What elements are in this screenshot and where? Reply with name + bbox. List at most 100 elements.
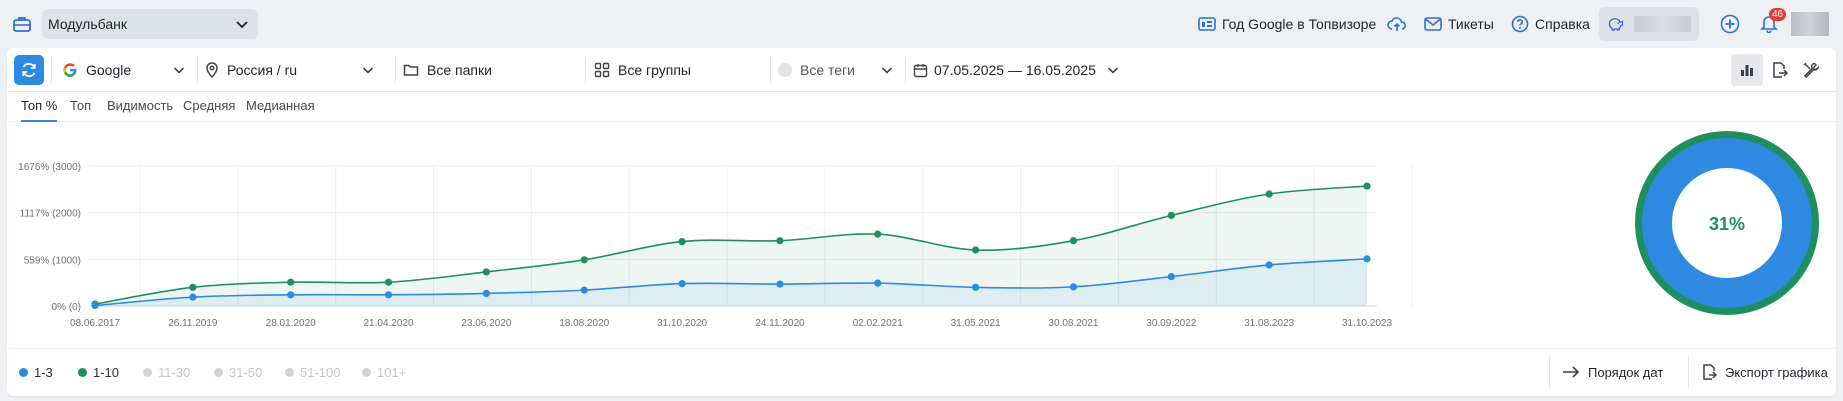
groups-select[interactable]: Все группы (594, 55, 764, 85)
file-export-icon (1703, 364, 1717, 380)
data-point-1-10 (1167, 211, 1175, 220)
x-tick-label: 31.08.2023 (1244, 318, 1294, 329)
x-tick-label: 18.08.2020 (559, 318, 609, 329)
chevron-down-icon (881, 67, 893, 74)
divider (197, 57, 198, 83)
x-tick-label: 24.11.2020 (755, 318, 805, 329)
tags-toggle[interactable] (778, 63, 792, 77)
tags-select[interactable]: Все теги (778, 55, 900, 85)
data-point-1-10 (287, 278, 295, 286)
filter-bar: Google Россия / ru Все папки Все группы … (7, 48, 1836, 92)
divider (905, 57, 906, 83)
notifications-badge: 46 (1769, 8, 1787, 21)
legend-label: 31-50 (229, 365, 263, 380)
legend-dot (285, 368, 294, 377)
x-tick-label: 30.08.2021 (1048, 318, 1098, 329)
x-tick-label: 31.10.2023 (1342, 318, 1392, 329)
tab-top[interactable]: Топ (70, 98, 92, 113)
export-chart-button[interactable]: Экспорт графика (1688, 355, 1828, 389)
search-engine-select[interactable]: Google (62, 55, 192, 85)
data-point-1-10 (874, 230, 882, 238)
google-icon (63, 63, 77, 77)
date-range-label: 07.05.2025 — 16.05.2025 (934, 62, 1096, 78)
legend-item-11-30[interactable]: 11-30 (143, 365, 190, 380)
data-point-1-10 (482, 268, 490, 276)
x-tick-label: 26.11.2019 (168, 318, 218, 329)
data-point-1-3 (874, 279, 882, 287)
refresh-button[interactable] (14, 55, 44, 85)
metric-tabs: Топ % Топ Видимость Средняя Медианная (7, 92, 1836, 122)
chart-view-button[interactable] (1731, 54, 1763, 86)
legend-item-1-3[interactable]: 1-3 (19, 365, 53, 380)
balance-value-blurred (1634, 16, 1691, 32)
folders-label: Все папки (427, 62, 492, 78)
legend-dot (19, 368, 28, 377)
tools-icon (1803, 62, 1820, 78)
notifications-button[interactable]: 46 (1754, 8, 1787, 38)
data-point-1-3 (580, 286, 588, 294)
help-link[interactable]: Справка (1511, 12, 1590, 36)
x-tick-label: 02.02.2021 (853, 318, 903, 329)
donut-value: 31% (1709, 214, 1745, 234)
settings-tools-button[interactable] (1795, 54, 1827, 86)
project-select[interactable]: Модульбанк (42, 9, 258, 39)
data-point-1-3 (1265, 261, 1273, 269)
divider (585, 57, 586, 83)
help-label: Справка (1535, 16, 1590, 32)
region-select[interactable]: Россия / ru (205, 55, 381, 85)
data-point-1-10 (972, 246, 980, 254)
tab-top-percent[interactable]: Топ % (21, 92, 58, 122)
tickets-link[interactable]: Тикеты (1424, 12, 1494, 36)
region-label: Россия / ru (227, 62, 298, 78)
x-tick-label: 23.06.2020 (461, 318, 511, 329)
series-area-1-10 (95, 186, 1367, 306)
folders-select[interactable]: Все папки (403, 55, 583, 85)
tab-median[interactable]: Медианная (246, 98, 315, 113)
export-chart-label: Экспорт графика (1725, 364, 1828, 380)
data-point-1-10 (1363, 182, 1371, 190)
x-tick-label: 08.06.2017 (70, 318, 120, 329)
legend-item-31-50[interactable]: 31-50 (214, 365, 262, 380)
top-bar: Модульбанк Год Google в Топвизоре Тикеты… (0, 0, 1843, 48)
legend-dot (362, 368, 371, 377)
location-pin-icon (206, 62, 218, 78)
file-export-icon (1773, 62, 1788, 78)
y-tick-label: 1676% (3000) (18, 162, 81, 173)
add-button[interactable] (1716, 10, 1744, 38)
year-report-link[interactable]: Год Google в Топвизоре (1198, 12, 1376, 36)
data-point-1-10 (189, 283, 197, 291)
legend-label: 1-10 (93, 365, 120, 380)
balance-widget[interactable] (1599, 7, 1699, 41)
legend-item-51-100[interactable]: 51-100 (285, 365, 340, 380)
series-line-1-10 (94, 185, 1368, 305)
data-point-1-3 (1167, 273, 1175, 281)
top-share-donut: 31% (1627, 123, 1827, 323)
divider (770, 57, 771, 83)
project-name: Модульбанк (48, 16, 127, 32)
x-tick-label: 30.09.2022 (1146, 318, 1196, 329)
briefcase-icon[interactable] (8, 10, 36, 38)
cloud-upload-icon (1387, 17, 1407, 31)
export-button[interactable] (1763, 54, 1795, 86)
date-order-button[interactable]: Порядок дат (1549, 355, 1663, 389)
legend-label: 101+ (377, 365, 407, 380)
data-point-1-3 (972, 283, 980, 291)
x-tick-label: 31.10.2020 (657, 318, 707, 329)
data-point-1-3 (91, 301, 99, 310)
avatar[interactable] (1791, 12, 1829, 36)
data-point-1-3 (1363, 255, 1371, 263)
calendar-icon (913, 63, 928, 77)
bar-chart-icon (1741, 65, 1753, 76)
date-range-select[interactable]: 07.05.2025 — 16.05.2025 (913, 55, 1126, 85)
tab-average[interactable]: Средняя (183, 98, 236, 113)
data-point-1-10 (384, 278, 393, 286)
x-tick-label: 28.01.2020 (266, 318, 316, 329)
cloud-upload-button[interactable] (1387, 12, 1407, 36)
search-engine-label: Google (86, 62, 132, 78)
piggy-bank-icon (1608, 18, 1624, 31)
top-percent-chart: 1676% (3000) 1117% (2000) 559% (1000) 0% (0… (7, 122, 1607, 346)
legend-item-1-10[interactable]: 1-10 (78, 365, 119, 380)
tab-visibility[interactable]: Видимость (107, 98, 174, 113)
plus-circle-icon (1720, 14, 1740, 34)
legend-item-101-plus[interactable]: 101+ (362, 365, 406, 380)
